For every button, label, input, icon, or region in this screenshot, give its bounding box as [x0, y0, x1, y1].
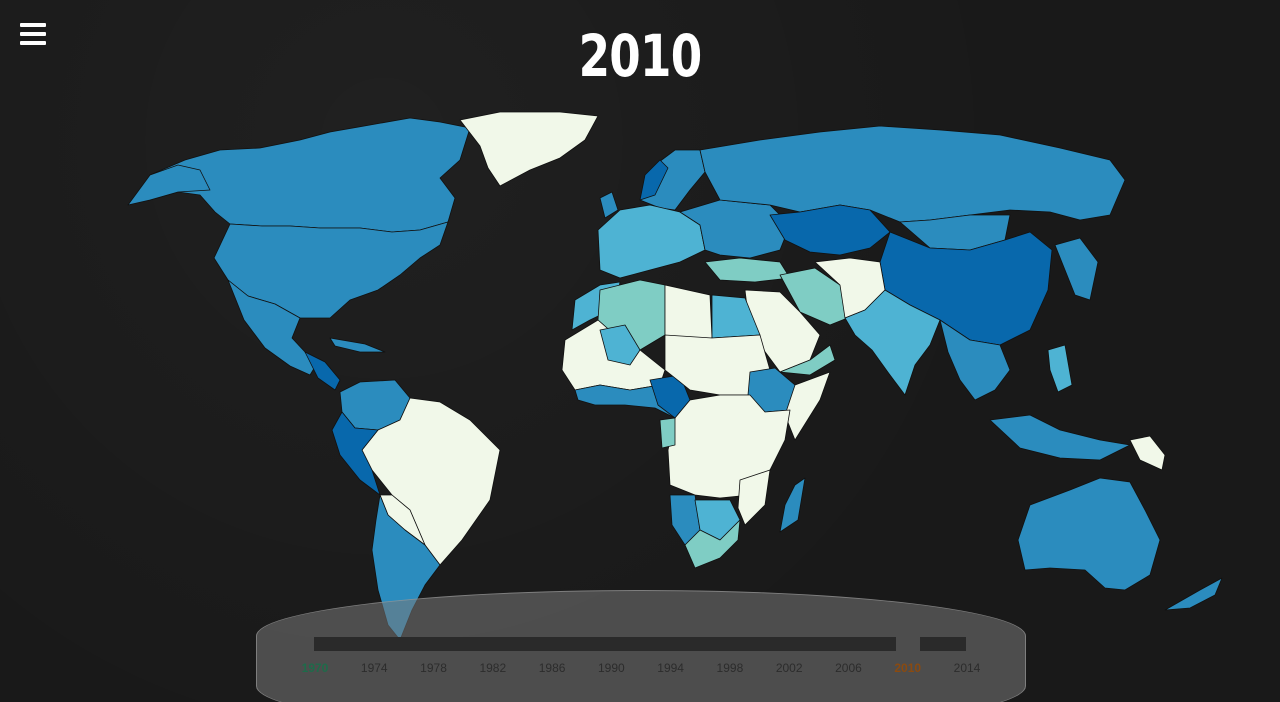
menu-button[interactable]: [20, 23, 46, 45]
country-southeast-asia[interactable]: [939, 319, 1011, 401]
timeline-track-left[interactable]: [314, 637, 896, 651]
timeline-tick-label[interactable]: 2010: [894, 661, 922, 675]
timeline-tick-label[interactable]: 1998: [716, 661, 744, 675]
country-india[interactable]: [844, 289, 941, 396]
timeline-tick-label[interactable]: 2014: [953, 661, 981, 675]
timeline-tick-label[interactable]: 1990: [598, 661, 625, 675]
timeline-tick-label[interactable]: 1974: [360, 661, 388, 675]
country-south-africa[interactable]: [684, 519, 741, 569]
country-mali[interactable]: [599, 324, 641, 366]
country-mozambique[interactable]: [737, 469, 771, 526]
country-russia[interactable]: [699, 125, 1126, 223]
country-gabon[interactable]: [659, 417, 676, 449]
country-brazil[interactable]: [361, 397, 501, 566]
country-central-america[interactable]: [304, 351, 341, 391]
timeline-tick-label[interactable]: 1978: [420, 661, 447, 675]
country-peru[interactable]: [331, 411, 381, 496]
country-central-africa[interactable]: [667, 394, 791, 499]
country-greenland[interactable]: [459, 111, 599, 187]
country-korea-japan[interactable]: [1054, 237, 1099, 301]
country-yemen-oman[interactable]: [779, 344, 836, 376]
timeline-tick-label[interactable]: 1970: [301, 661, 329, 675]
country-new-zealand[interactable]: [1164, 577, 1223, 611]
hamburger-menu-icon: [20, 23, 46, 27]
timeline-tick-label[interactable]: 1994: [657, 661, 684, 675]
timeline-tick-label[interactable]: 2002: [775, 661, 803, 675]
hamburger-menu-icon-bar-2: [20, 32, 46, 36]
timeline-handle[interactable]: [896, 637, 920, 651]
country-kazakhstan[interactable]: [769, 204, 891, 256]
year-title: 2010: [578, 22, 703, 90]
timeline-tick-label[interactable]: 1986: [538, 661, 566, 675]
country-australia[interactable]: [1017, 477, 1161, 591]
country-canada[interactable]: [149, 117, 471, 233]
timeline-tick-label[interactable]: 2006: [835, 661, 862, 675]
timeline-track-right[interactable]: [920, 637, 966, 651]
country-turkey[interactable]: [704, 257, 791, 283]
country-indonesia[interactable]: [989, 414, 1131, 461]
hamburger-menu-icon-bar-3: [20, 41, 46, 45]
country-madagascar[interactable]: [779, 477, 806, 533]
country-norway[interactable]: [639, 159, 669, 201]
country-alaska[interactable]: [127, 164, 211, 206]
country-cuba[interactable]: [329, 337, 386, 353]
timeline-tick-label[interactable]: 1982: [479, 661, 507, 675]
country-uk[interactable]: [599, 191, 619, 219]
country-philippines[interactable]: [1047, 344, 1073, 393]
country-papua-new-guinea[interactable]: [1129, 435, 1166, 471]
